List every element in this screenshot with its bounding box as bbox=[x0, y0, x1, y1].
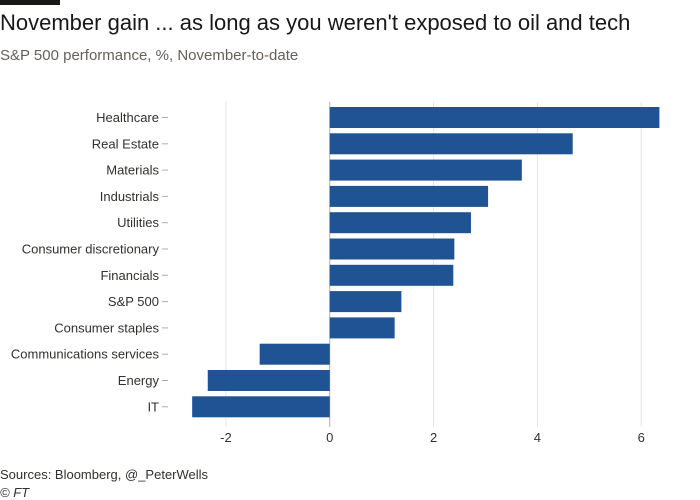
category-label: Financials bbox=[100, 268, 159, 283]
bar bbox=[329, 291, 402, 313]
x-tick-label: -2 bbox=[220, 430, 232, 445]
bar bbox=[329, 107, 660, 128]
category-label: IT bbox=[147, 399, 159, 414]
source-note: Sources: Bloomberg, @_PeterWells bbox=[0, 467, 209, 482]
bar-chart: Healthcare Real Estate Materials Industrial… bbox=[11, 102, 660, 445]
chart-subtitle: S&P 500 performance, %, November-to-date bbox=[0, 47, 299, 64]
category-label: Communications services bbox=[11, 347, 160, 362]
chart-title: November gain ... as long as you weren't… bbox=[0, 10, 631, 35]
brand-rule bbox=[0, 0, 60, 5]
bar bbox=[259, 343, 330, 365]
bar bbox=[329, 238, 455, 260]
bar bbox=[329, 133, 573, 155]
category-label: Industrials bbox=[100, 189, 160, 204]
bar bbox=[329, 159, 522, 181]
bar bbox=[192, 396, 330, 418]
category-label: Materials bbox=[106, 163, 159, 178]
tick-label-layer: -2 0 2 4 6 bbox=[220, 430, 645, 445]
category-label: Consumer discretionary bbox=[22, 242, 160, 257]
category-label: Healthcare bbox=[96, 110, 159, 125]
bar bbox=[329, 212, 471, 234]
x-tick-label: 4 bbox=[534, 430, 541, 445]
x-tick-label: 2 bbox=[430, 430, 437, 445]
bar bbox=[329, 317, 395, 339]
category-label: Energy bbox=[118, 373, 160, 388]
category-label-layer: Healthcare Real Estate Materials Industrial… bbox=[11, 110, 168, 414]
bar bbox=[329, 185, 489, 207]
category-label: S&P 500 bbox=[108, 294, 159, 309]
category-label: Real Estate bbox=[92, 136, 159, 151]
category-label: Utilities bbox=[117, 215, 159, 230]
bar-layer bbox=[192, 107, 660, 418]
bar bbox=[329, 264, 454, 286]
bar bbox=[207, 370, 330, 391]
copyright-note: © FT bbox=[0, 485, 30, 500]
category-label: Consumer staples bbox=[54, 320, 159, 335]
x-tick-label: 6 bbox=[638, 430, 645, 445]
x-tick-label: 0 bbox=[326, 430, 333, 445]
